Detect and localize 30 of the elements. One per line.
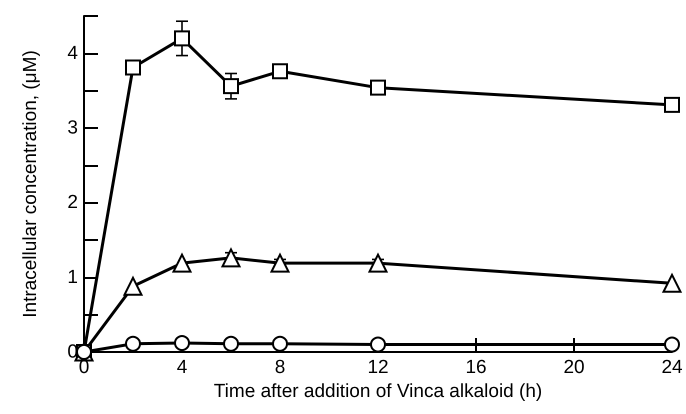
- x-tick-label: 24: [661, 357, 683, 378]
- x-tick-label: 8: [274, 357, 286, 378]
- point: [174, 30, 190, 46]
- point: [664, 336, 680, 353]
- point: [125, 60, 141, 76]
- y-tick-label: 3: [67, 118, 78, 138]
- point: [222, 248, 240, 268]
- point: [223, 336, 239, 352]
- point: [174, 335, 190, 352]
- point: [662, 274, 682, 293]
- x-tick-label: 12: [367, 357, 389, 378]
- point: [223, 78, 239, 94]
- x-axis-title: Time after addition of Vinca alkaloid (h): [214, 380, 542, 402]
- point: [272, 336, 288, 352]
- y-tick-label: 2: [67, 192, 78, 214]
- point: [368, 254, 388, 273]
- point: [370, 336, 386, 353]
- x-tick-label: 16: [465, 357, 487, 378]
- y-tick-label: 4: [67, 42, 78, 64]
- point: [124, 276, 142, 296]
- x-tick-label: 20: [563, 357, 585, 378]
- point: [370, 80, 386, 96]
- y-axis-title: Intracellular concentration, (μM): [20, 50, 41, 318]
- point: [270, 254, 290, 273]
- y-tick-label: 1: [67, 266, 78, 288]
- point: [272, 63, 288, 80]
- point: [664, 96, 680, 113]
- x-tick-label: 4: [176, 357, 188, 378]
- point: [125, 336, 141, 352]
- point: [172, 254, 192, 273]
